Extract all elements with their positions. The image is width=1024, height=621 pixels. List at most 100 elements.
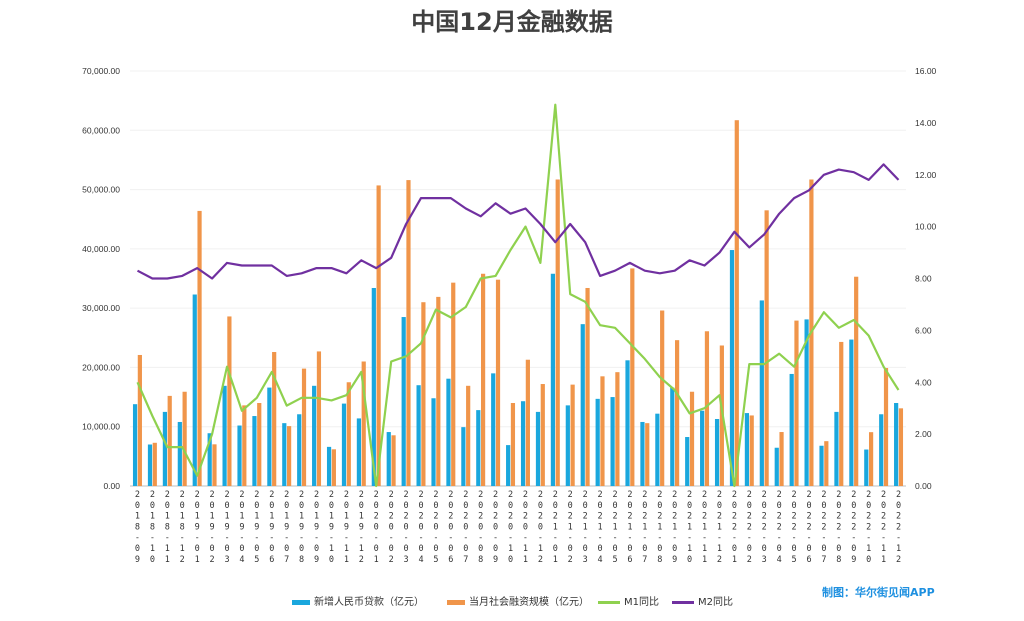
legend-item-loans: 新增人民币贷款（亿元） (292, 593, 424, 608)
y-left-tick-label: 60,000.00 (82, 125, 120, 135)
bar-social-financing (630, 268, 635, 486)
x-tick-label: 2 0 2 0 -0 4 (418, 490, 423, 565)
credit-label: 制图：华尔街见闻APP (822, 586, 935, 599)
bar-new-loans (431, 398, 436, 486)
x-tick-label: 2 0 2 1 -0 9 (672, 490, 677, 565)
x-tick-label: 2 0 2 1 -0 4 (598, 490, 603, 565)
x-tick-label: 2 0 2 0 -1 2 (538, 490, 543, 565)
bar-social-financing (152, 442, 157, 486)
bar-social-financing (301, 368, 307, 486)
bar-social-financing (421, 302, 426, 486)
bar-social-financing (495, 279, 501, 486)
bar-social-financing (839, 341, 844, 486)
bar-social-financing (466, 385, 471, 486)
x-tick-label: 2 0 2 2 -0 3 (762, 490, 767, 565)
bar-social-financing (212, 444, 217, 486)
bar-new-loans (535, 411, 541, 486)
bar-social-financing (331, 449, 336, 486)
bar-social-financing (376, 185, 381, 486)
bar-social-financing (749, 415, 754, 486)
x-tick-label: 2 0 2 2 -1 2 (896, 490, 901, 565)
x-tick-label: 2 0 2 0 -0 3 (404, 490, 409, 565)
bar-social-financing (898, 408, 904, 486)
y-right-tick-label: 10.00 (915, 222, 937, 232)
bar-social-financing (480, 273, 486, 486)
bar-new-loans (834, 411, 839, 486)
legend-swatch-m1 (598, 600, 620, 604)
bar-social-financing (600, 376, 605, 486)
bar-new-loans (729, 250, 735, 486)
x-tick-label: 2 0 1 9 -1 2 (359, 490, 364, 565)
bar-social-financing (451, 282, 456, 486)
bar-new-loans (461, 427, 466, 486)
bar-social-financing (316, 351, 322, 486)
x-tick-label: 2 0 2 2 -1 1 (881, 490, 886, 565)
x-tick-label: 2 0 2 2 -0 4 (777, 490, 782, 565)
x-tick-label: 2 0 1 9 -0 2 (210, 490, 215, 565)
bar-new-loans (655, 413, 660, 486)
bar-new-loans (401, 317, 406, 486)
x-tick-label: 2 0 1 9 -0 9 (314, 490, 319, 565)
bar-new-loans (326, 446, 332, 486)
bar-social-financing (570, 384, 575, 486)
bar-new-loans (550, 273, 556, 486)
chart-title: 中国12月金融数据 (411, 8, 613, 36)
bar-social-financing (704, 331, 710, 486)
x-tick-label: 2 0 2 1 -1 1 (702, 490, 707, 565)
bar-new-loans (819, 445, 824, 486)
x-tick-label: 2 0 2 1 -0 5 (612, 490, 617, 565)
bar-new-loans (252, 416, 257, 486)
x-tick-label: 2 0 1 9 -0 6 (269, 490, 274, 565)
bar-social-financing (615, 372, 620, 486)
bar-new-loans (610, 397, 615, 486)
bar-new-loans (744, 413, 750, 486)
bar-new-loans (774, 447, 779, 486)
legend-label-m1: M1同比 (624, 597, 659, 608)
y-right-tick-label: 12.00 (915, 170, 937, 180)
x-tick-label: 2 0 2 1 -0 7 (642, 490, 647, 565)
bar-new-loans (267, 387, 272, 486)
bar-new-loans (341, 403, 347, 486)
bar-new-loans (446, 378, 451, 486)
bar-new-loans (864, 449, 869, 486)
bar-social-financing (854, 276, 859, 486)
y-right-tick-label: 14.00 (915, 118, 937, 128)
bar-new-loans (371, 287, 376, 486)
x-tick-label: 2 0 1 9 -1 0 (329, 490, 334, 565)
x-tick-label: 2 0 2 2 -0 6 (806, 490, 811, 565)
bar-new-loans (700, 410, 705, 486)
bar-new-loans (416, 385, 421, 486)
bar-social-financing (227, 316, 232, 486)
y-left-tick-label: 70,000.00 (82, 66, 120, 76)
bar-social-financing (510, 403, 516, 486)
legend-label-loans: 新增人民币贷款（亿元） (314, 597, 424, 608)
x-tick-label: 2 0 2 2 -1 0 (866, 490, 871, 565)
x-tick-label: 2 0 1 8 -1 0 (150, 490, 155, 565)
bar-social-financing (167, 395, 172, 486)
bar-new-loans (565, 405, 570, 486)
bar-new-loans (162, 411, 168, 486)
y-left-tick-label: 50,000.00 (82, 185, 120, 195)
bar-new-loans (640, 421, 645, 486)
y-left-tick-label: 30,000.00 (82, 303, 120, 313)
legend-item-tsf: 当月社会融资规模（亿元） (447, 593, 589, 608)
bar-new-loans (312, 385, 317, 486)
bar-social-financing (346, 382, 351, 486)
bar-social-financing (555, 179, 560, 486)
bar-social-financing (645, 423, 650, 486)
bar-new-loans (804, 319, 809, 486)
x-tick-label: 2 0 2 0 -0 2 (389, 490, 394, 565)
x-tick-label: 2 0 2 2 -0 7 (821, 490, 826, 565)
bar-new-loans (685, 437, 690, 486)
x-tick-label: 2 0 1 8 -0 9 (135, 490, 140, 565)
bar-social-financing (272, 352, 277, 486)
x-tick-label: 2 0 2 2 -0 8 (836, 490, 841, 565)
y-left-tick-label: 10,000.00 (82, 422, 120, 432)
bar-social-financing (585, 287, 590, 486)
y-left-tick-label: 20,000.00 (82, 362, 120, 372)
bar-new-loans (177, 421, 182, 486)
bar-new-loans (879, 414, 884, 486)
bar-social-financing (660, 310, 665, 486)
bar-new-loans (759, 300, 764, 486)
